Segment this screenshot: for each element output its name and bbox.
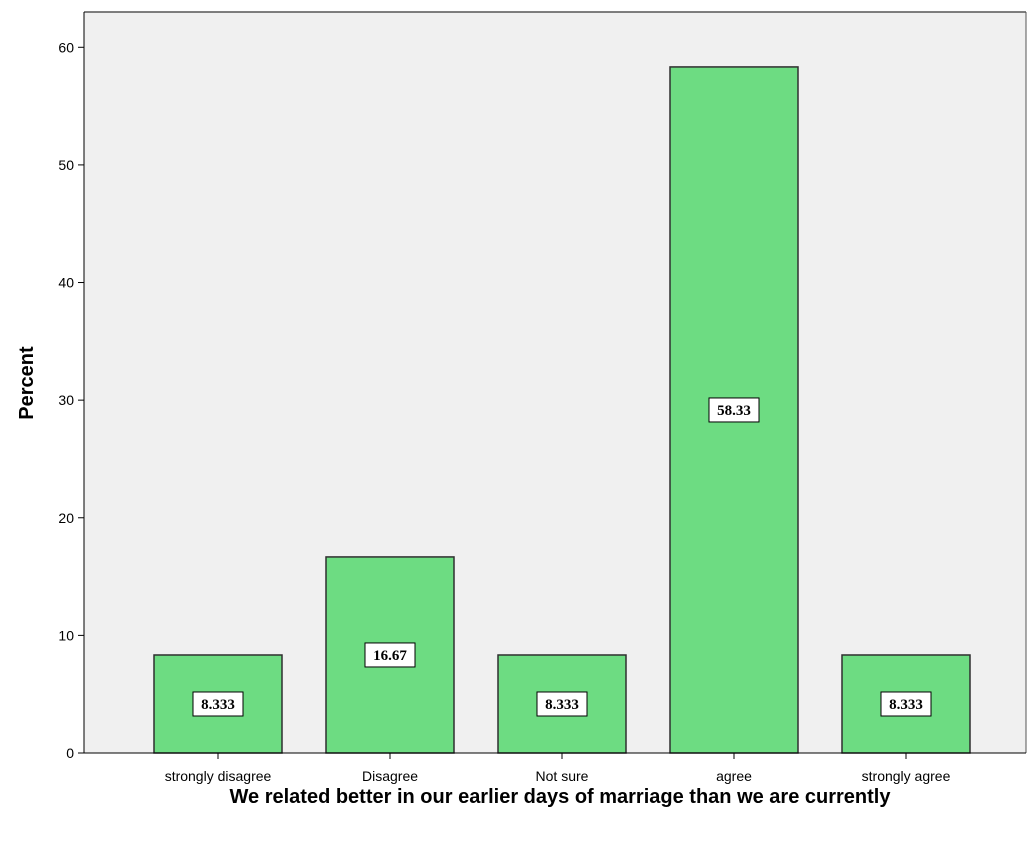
x-tick-label: Not sure: [536, 768, 589, 784]
x-axis-title: We related better in our earlier days of…: [230, 786, 892, 808]
data-label-text: 8.333: [889, 697, 923, 713]
data-label: 16.67: [364, 642, 416, 668]
x-tick-label: agree: [716, 768, 752, 784]
data-label-text: 58.33: [717, 403, 751, 419]
y-tick-label: 40: [58, 275, 74, 291]
x-tick-label: strongly disagree: [165, 768, 272, 784]
data-label-text: 8.333: [545, 697, 579, 713]
y-tick-label: 50: [58, 157, 74, 173]
data-label-text: 16.67: [373, 648, 407, 664]
data-label-text: 8.333: [201, 697, 235, 713]
data-label: 58.33: [708, 397, 760, 423]
y-tick-label: 30: [58, 392, 74, 408]
data-label-box: [880, 691, 932, 717]
x-tick-label: strongly agree: [862, 768, 951, 784]
data-labels-group: 8.333 16.67 8.333 58.33 8.333: [192, 397, 932, 717]
y-tick-label: 0: [66, 745, 74, 761]
plot-area: [84, 12, 1026, 753]
data-label-box: [364, 642, 416, 668]
data-label: 8.333: [536, 691, 588, 717]
data-label-box: [192, 691, 244, 717]
x-ticks-group: strongly disagree Disagree Not sure agree st…: [165, 753, 951, 784]
y-tick-label: 60: [58, 39, 74, 55]
data-label: 8.333: [880, 691, 932, 717]
data-label-box: [708, 397, 760, 423]
y-ticks-group: 0 10 20 30 40 50 60: [58, 39, 84, 761]
y-tick-label: 10: [58, 627, 74, 643]
x-tick-label: Disagree: [362, 768, 418, 784]
y-axis-title: Percent: [16, 346, 38, 420]
data-label: 8.333: [192, 691, 244, 717]
data-label-box: [536, 691, 588, 717]
y-tick-label: 20: [58, 510, 74, 526]
